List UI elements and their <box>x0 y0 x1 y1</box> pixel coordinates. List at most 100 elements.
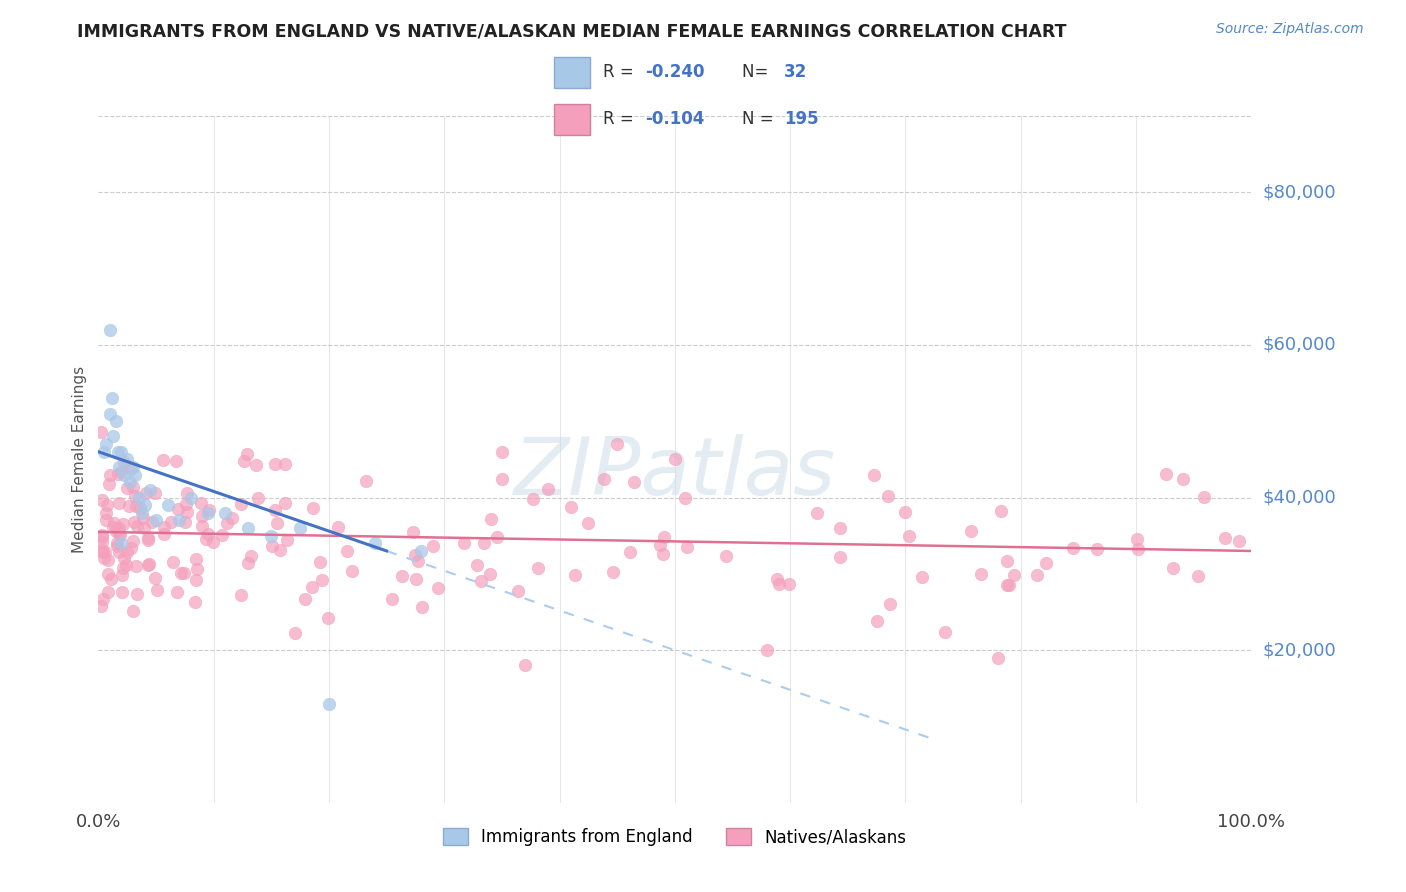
Point <box>112 455 135 469</box>
Point <box>260 529 283 543</box>
Point <box>472 536 495 550</box>
Point <box>194 532 217 546</box>
Point <box>152 453 174 467</box>
Text: ZIPatlas: ZIPatlas <box>513 434 837 512</box>
Point <box>959 524 981 538</box>
Point <box>262 539 284 553</box>
Point <box>96 437 118 451</box>
Point <box>100 573 122 587</box>
Point <box>90 530 112 544</box>
Point <box>108 525 131 540</box>
Point <box>94 513 117 527</box>
Point <box>479 512 502 526</box>
Point <box>122 460 145 475</box>
Point <box>174 497 197 511</box>
Point <box>1187 569 1209 583</box>
Point <box>675 540 697 554</box>
Point <box>294 592 316 607</box>
Point <box>143 485 166 500</box>
Point <box>91 528 114 542</box>
Text: Source: ZipAtlas.com: Source: ZipAtlas.com <box>1216 22 1364 37</box>
Point <box>104 524 127 538</box>
Point <box>105 539 128 553</box>
Point <box>340 565 363 579</box>
Point <box>311 573 333 587</box>
Point <box>139 483 162 497</box>
Point <box>1126 541 1149 556</box>
Bar <box>554 104 591 135</box>
Point <box>246 491 269 505</box>
Text: $80,000: $80,000 <box>1263 183 1337 202</box>
Point <box>160 516 183 530</box>
Text: $40,000: $40,000 <box>1263 489 1337 507</box>
Point <box>470 574 492 588</box>
Point <box>576 516 599 531</box>
Point <box>162 555 184 569</box>
Point <box>124 515 146 529</box>
Point <box>465 558 488 572</box>
Point <box>110 536 132 550</box>
Point <box>236 556 259 570</box>
Point <box>90 425 112 439</box>
Point <box>404 548 426 562</box>
Point <box>411 544 433 558</box>
Point <box>202 534 225 549</box>
Text: -0.104: -0.104 <box>645 111 704 128</box>
Point <box>714 549 737 563</box>
Point <box>862 467 884 482</box>
Point <box>90 493 112 508</box>
Point <box>118 500 141 514</box>
Point <box>934 625 956 640</box>
Point <box>236 447 259 461</box>
Point <box>526 561 548 575</box>
Point <box>156 498 179 512</box>
Point <box>93 444 115 458</box>
Point <box>1173 472 1195 486</box>
Point <box>153 527 176 541</box>
Point <box>186 573 208 587</box>
Point <box>316 611 339 625</box>
Point <box>318 697 340 711</box>
Point <box>1194 490 1216 504</box>
Point <box>170 566 193 580</box>
Point <box>124 559 146 574</box>
Point <box>145 582 167 597</box>
Point <box>108 521 131 535</box>
Point <box>90 535 112 549</box>
Point <box>221 511 243 525</box>
Point <box>118 475 141 490</box>
Point <box>190 509 212 524</box>
Point <box>132 511 155 525</box>
Point <box>174 515 197 529</box>
Point <box>654 530 676 544</box>
Point <box>215 516 238 530</box>
Point <box>93 551 115 566</box>
Point <box>302 501 325 516</box>
Point <box>1154 467 1177 482</box>
Point <box>990 503 1012 517</box>
Text: N=: N= <box>742 63 773 81</box>
Point <box>211 528 233 542</box>
Point <box>606 437 628 451</box>
Point <box>97 567 120 582</box>
Point <box>356 475 378 489</box>
Point <box>97 553 120 567</box>
Point <box>1002 568 1025 582</box>
Point <box>98 407 121 421</box>
Point <box>136 533 159 548</box>
Point <box>214 506 236 520</box>
Point <box>184 595 207 609</box>
Point <box>238 521 260 535</box>
Point <box>124 489 146 503</box>
Point <box>134 498 156 512</box>
Point <box>141 515 163 529</box>
Point <box>120 541 142 556</box>
Text: R =: R = <box>603 63 638 81</box>
Point <box>125 519 148 533</box>
Point <box>107 467 129 482</box>
Point <box>673 491 696 506</box>
Point <box>101 392 124 406</box>
Point <box>231 497 253 511</box>
Text: $20,000: $20,000 <box>1263 641 1337 659</box>
Point <box>806 506 828 520</box>
